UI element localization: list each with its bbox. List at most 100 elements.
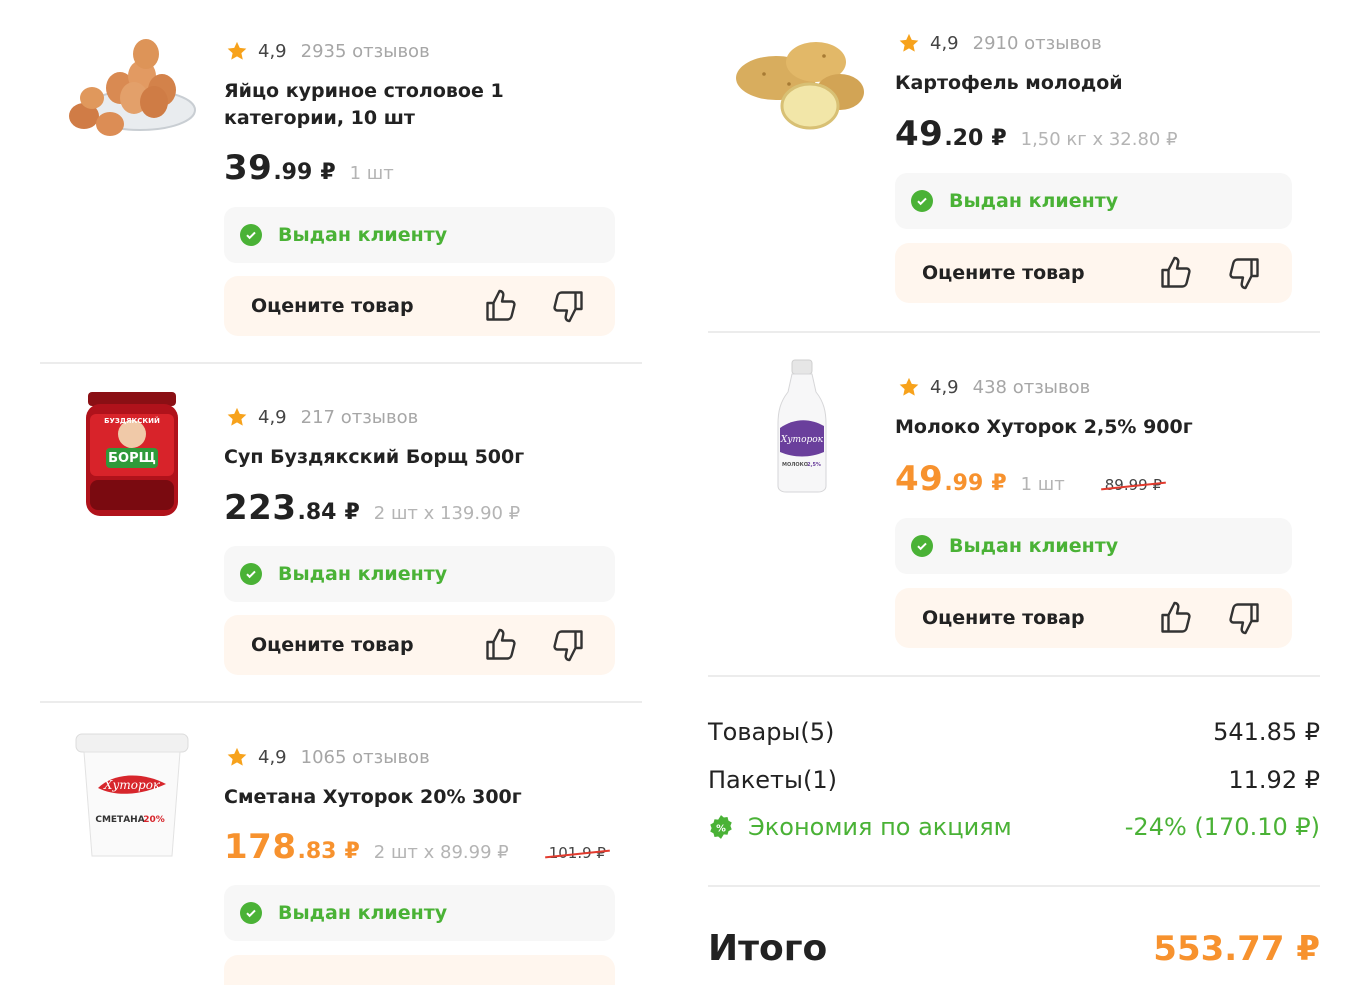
milk-bottle-brand-text: Хуторок xyxy=(780,435,824,445)
product-name[interactable]: Картофель молодой xyxy=(895,72,1123,94)
rating-value: 4,9 xyxy=(258,406,287,428)
price-currency: ₽ xyxy=(344,500,360,525)
price-fraction: .84 xyxy=(297,500,337,525)
rating-row: 4,9 1065 отзывов xyxy=(226,746,430,768)
star-icon xyxy=(227,747,247,766)
thumbs-up-icon[interactable] xyxy=(1158,600,1194,636)
savings-label-text: Экономия по акциям xyxy=(748,813,1012,841)
thumbs-up-icon[interactable] xyxy=(483,288,519,324)
summary-bags-row: Пакеты(1) 11.92 ₽ xyxy=(708,766,1320,794)
rate-product-panel: Оцените товар xyxy=(224,615,615,675)
product-name[interactable]: Яйцо куриное столовое 1 категории, 10 шт xyxy=(224,80,504,129)
rating-row: 4,9 2935 отзывов xyxy=(226,40,430,62)
price-currency: ₽ xyxy=(320,160,336,185)
rating-value: 4,9 xyxy=(258,40,287,62)
rate-product-panel xyxy=(224,955,615,985)
check-icon xyxy=(240,563,262,585)
product-name[interactable]: Суп Буздякский Борщ 500г xyxy=(224,446,525,468)
reviews-link[interactable]: 2910 отзывов xyxy=(972,32,1102,54)
product-image-potatoes[interactable] xyxy=(734,34,872,130)
smetana-cup-product-text: СМЕТАНА xyxy=(95,815,144,825)
quantity-text: 2 шт х 89.99 ₽ xyxy=(373,842,509,863)
reviews-link[interactable]: 217 отзывов xyxy=(300,406,419,428)
price-integer: 223 xyxy=(224,488,297,528)
product-image-smetana[interactable]: Хуторок СМЕТАНА 20% xyxy=(74,732,190,860)
reviews-link[interactable]: 2935 отзывов xyxy=(300,40,430,62)
status-text: Выдан клиенту xyxy=(278,902,448,924)
rating-row: 4,9 217 отзывов xyxy=(226,406,418,428)
check-icon xyxy=(911,190,933,212)
summary-bags-value: 11.92 ₽ xyxy=(1228,766,1320,794)
price-row: 39 .99 ₽ 1 шт xyxy=(224,148,394,188)
price-row: 223 .84 ₽ 2 шт х 139.90 ₽ xyxy=(224,488,520,528)
summary-goods-value: 541.85 ₽ xyxy=(1213,718,1320,746)
thumbs-down-icon[interactable] xyxy=(550,288,586,324)
price-currency: ₽ xyxy=(991,126,1007,151)
divider xyxy=(40,701,642,703)
quantity-text: 1 шт xyxy=(349,163,394,184)
thumbs-up-icon[interactable] xyxy=(1158,255,1194,291)
summary-savings-label: % Экономия по акциям xyxy=(708,813,1012,841)
price-integer: 178 xyxy=(224,827,297,867)
summary-goods-label: Товары(5) xyxy=(708,718,834,746)
rate-product-label: Оцените товар xyxy=(922,262,1085,284)
total-value: 553.77 ₽ xyxy=(1153,928,1320,969)
milk-bottle-fat-text: 2,5% xyxy=(807,462,821,468)
rating-value: 4,9 xyxy=(258,746,287,768)
price-fraction: .20 xyxy=(944,126,984,151)
star-icon xyxy=(899,33,919,52)
price-currency: ₽ xyxy=(344,839,360,864)
thumbs-down-icon[interactable] xyxy=(1226,255,1262,291)
product-image-borsch[interactable]: БОРЩ БУЗДЯКСКИЙ xyxy=(84,390,180,522)
status-text: Выдан клиенту xyxy=(949,535,1119,557)
rate-product-label: Оцените товар xyxy=(922,607,1085,629)
star-icon xyxy=(227,41,247,60)
divider xyxy=(708,885,1320,887)
check-icon xyxy=(240,902,262,924)
divider xyxy=(40,362,642,364)
check-icon xyxy=(240,224,262,246)
rate-product-label: Оцените товар xyxy=(251,295,414,317)
bags-label-text: Пакеты xyxy=(708,766,803,794)
rate-product-panel: Оцените товар xyxy=(895,588,1292,648)
summary-goods-row: Товары(5) 541.85 ₽ xyxy=(708,718,1320,746)
rating-value: 4,9 xyxy=(930,32,959,54)
status-text: Выдан клиенту xyxy=(949,190,1119,212)
goods-label-text: Товары xyxy=(708,718,801,746)
bags-count-text: (1) xyxy=(802,766,837,794)
status-text: Выдан клиенту xyxy=(278,224,448,246)
status-badge: Выдан клиенту xyxy=(224,207,615,263)
thumbs-down-icon[interactable] xyxy=(1226,600,1262,636)
product-image-eggs[interactable] xyxy=(62,36,200,140)
product-name[interactable]: Молоко Хуторок 2,5% 900г xyxy=(895,416,1193,438)
price-fraction: .99 xyxy=(273,160,313,185)
product-name[interactable]: Сметана Хуторок 20% 300г xyxy=(224,786,522,808)
total-label: Итого xyxy=(708,928,828,969)
svg-text:%: % xyxy=(716,823,726,834)
price-currency: ₽ xyxy=(991,471,1007,496)
reviews-link[interactable]: 438 отзывов xyxy=(972,376,1091,398)
quantity-text: 1 шт xyxy=(1020,474,1065,495)
thumbs-down-icon[interactable] xyxy=(550,627,586,663)
product-image-milk[interactable]: Хуторок МОЛОКО 2,5% xyxy=(776,358,828,494)
star-icon xyxy=(899,377,919,396)
divider xyxy=(708,675,1320,677)
old-price: 101.9 ₽ xyxy=(548,844,606,862)
check-icon xyxy=(911,535,933,557)
price-row: 49 .20 ₽ 1,50 кг х 32.80 ₽ xyxy=(895,114,1178,154)
discount-icon: % xyxy=(710,815,732,839)
status-badge: Выдан клиенту xyxy=(224,546,615,602)
summary-savings-value: -24% (170.10 ₽) xyxy=(1124,813,1320,841)
quantity-text: 2 шт х 139.90 ₽ xyxy=(373,503,521,524)
thumbs-up-icon[interactable] xyxy=(483,627,519,663)
reviews-link[interactable]: 1065 отзывов xyxy=(300,746,430,768)
summary-bags-label: Пакеты(1) xyxy=(708,766,837,794)
status-badge: Выдан клиенту xyxy=(895,173,1292,229)
rating-row: 4,9 438 отзывов xyxy=(898,376,1090,398)
price-fraction: .99 xyxy=(944,471,984,496)
divider xyxy=(708,331,1320,333)
price-fraction: .83 xyxy=(297,839,337,864)
old-price: 89.99 ₽ xyxy=(1104,476,1163,494)
star-icon xyxy=(227,407,247,426)
rating-row: 4,9 2910 отзывов xyxy=(898,32,1102,54)
